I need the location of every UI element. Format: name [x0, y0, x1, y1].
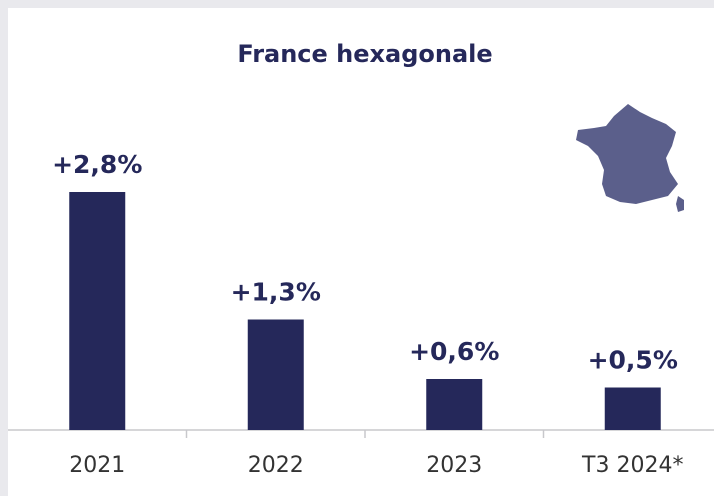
x-tick-label: 2023: [426, 453, 482, 478]
value-label: +0,5%: [588, 346, 678, 375]
bar: [69, 192, 126, 430]
bar: [426, 379, 483, 430]
panel: [8, 8, 714, 496]
x-tick-label: 2021: [69, 453, 125, 478]
france-map: [576, 104, 684, 212]
value-label: +0,6%: [409, 337, 499, 366]
value-label: +1,3%: [231, 278, 321, 307]
value-label: +2,8%: [52, 150, 142, 179]
bar: [604, 387, 661, 430]
chart-title: France hexagonale: [237, 40, 492, 68]
bar: [247, 319, 304, 430]
x-tick-label: 2022: [248, 453, 304, 478]
x-tick-label: T3 2024*: [581, 453, 683, 478]
